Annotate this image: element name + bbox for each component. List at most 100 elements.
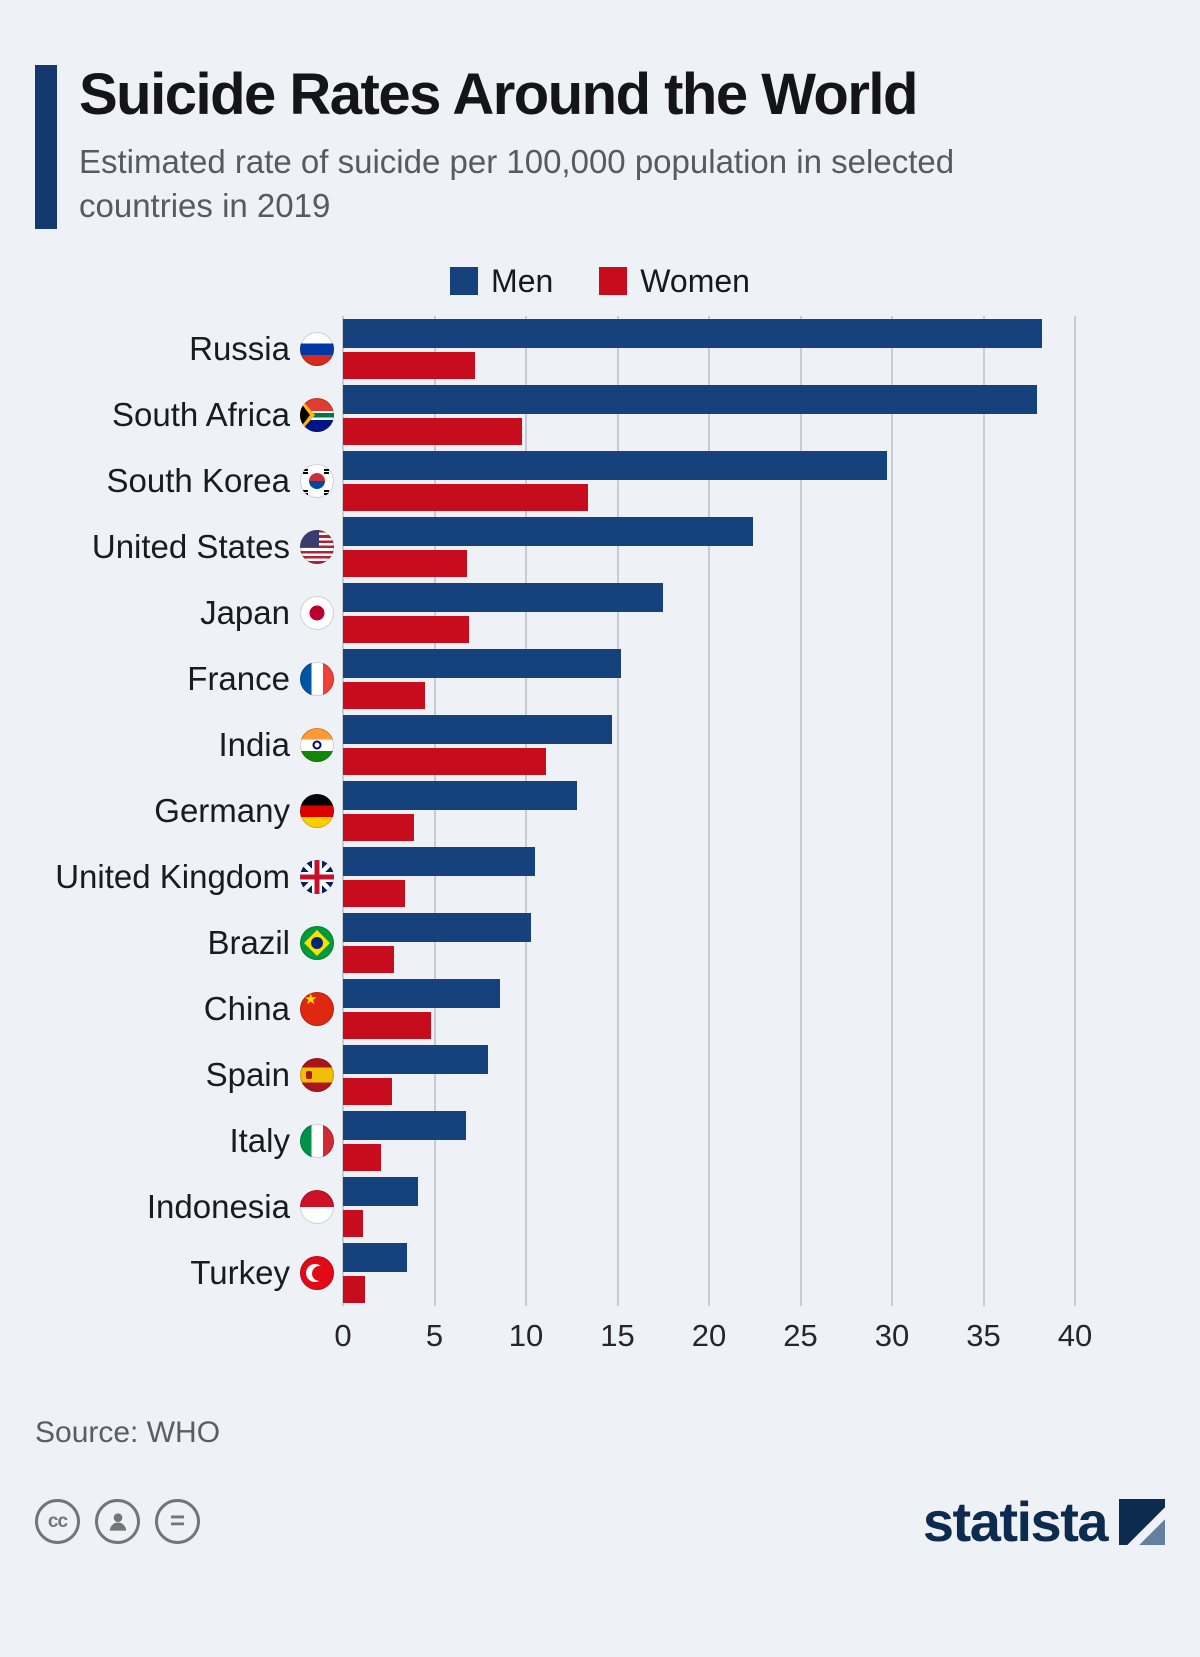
bar-group-south-africa xyxy=(343,384,1075,445)
flag-turkey-icon xyxy=(300,1255,334,1290)
men-bar-brazil xyxy=(343,912,532,942)
x-tick-30: 30 xyxy=(874,1317,910,1353)
country-label-south-korea: South Korea xyxy=(106,461,290,499)
country-label-russia: Russia xyxy=(189,329,290,367)
women-bar-spain xyxy=(343,1077,393,1105)
x-tick-15: 15 xyxy=(600,1317,635,1353)
men-bar-france xyxy=(343,648,622,678)
legend-item-men: Men xyxy=(450,263,553,300)
gridline-15 xyxy=(616,315,619,1306)
bar-group-germany xyxy=(343,780,1075,841)
country-label-cell: Spain xyxy=(35,1056,343,1094)
gridline-25 xyxy=(799,315,802,1306)
country-label-cell: South Africa xyxy=(35,396,343,434)
country-label-spain: Spain xyxy=(205,1055,290,1093)
header: Suicide Rates Around the World Estimated… xyxy=(35,62,1165,229)
country-row-japan: Japan xyxy=(35,580,1165,646)
gridline-20 xyxy=(708,315,710,1306)
bar-group-japan xyxy=(343,582,1075,643)
country-label-united-states: United States xyxy=(91,527,290,565)
women-bar-united-kingdom xyxy=(343,879,406,907)
country-label-china: China xyxy=(203,989,290,1027)
men-bar-united-states xyxy=(343,516,753,546)
country-label-cell: France xyxy=(35,660,343,698)
bar-group-south-korea xyxy=(343,450,1075,511)
legend-label: Men xyxy=(491,262,554,299)
country-label-cell: Brazil xyxy=(35,924,343,962)
women-bar-china xyxy=(343,1011,431,1039)
men-bar-italy xyxy=(343,1110,466,1140)
women-bar-india xyxy=(343,747,547,775)
country-row-russia: Russia xyxy=(35,316,1165,382)
bar-group-spain xyxy=(343,1044,1075,1105)
men-bar-germany xyxy=(343,780,578,810)
country-label-cell: India xyxy=(35,726,343,764)
cc-license-icon: cc xyxy=(35,1499,80,1545)
legend-swatch xyxy=(450,267,479,296)
women-bar-france xyxy=(343,681,426,709)
header-text: Suicide Rates Around the World Estimated… xyxy=(79,62,979,229)
bar-group-china xyxy=(343,978,1075,1039)
statista-logo-icon xyxy=(1119,1498,1165,1545)
flag-indonesia-icon xyxy=(300,1189,334,1224)
gridline-35 xyxy=(982,315,985,1306)
country-row-south-africa: South Africa xyxy=(35,382,1165,448)
bar-group-united-kingdom xyxy=(343,846,1075,907)
x-tick-20: 20 xyxy=(691,1317,727,1353)
x-tick-0: 0 xyxy=(334,1317,352,1353)
x-axis: 0 5 10 15 20 25 30 35 40 xyxy=(334,1306,1092,1360)
country-row-france: France xyxy=(35,646,1165,712)
attribution-person-icon xyxy=(95,1499,140,1545)
x-tick-35: 35 xyxy=(966,1317,1001,1353)
country-label-cell: United States xyxy=(35,528,343,566)
bar-chart: Russia South Africa South Korea United Stat… xyxy=(35,315,1165,1360)
flag-united-states-icon xyxy=(300,529,334,564)
bar-group-turkey xyxy=(343,1242,1075,1303)
bar-group-india xyxy=(343,714,1075,775)
flag-united-kingdom-icon xyxy=(300,859,334,894)
country-row-italy: Italy xyxy=(35,1108,1165,1174)
women-bar-brazil xyxy=(343,945,395,973)
country-label-cell: United Kingdom xyxy=(35,858,343,896)
source-text: Source: WHO xyxy=(35,1415,221,1449)
men-bar-south-africa xyxy=(343,384,1037,414)
country-label-indonesia: Indonesia xyxy=(146,1187,290,1225)
men-bar-india xyxy=(343,714,612,744)
women-bar-south-africa xyxy=(343,417,523,445)
women-bar-russia xyxy=(343,351,475,379)
men-bar-south-korea xyxy=(343,450,887,480)
bar-group-indonesia xyxy=(343,1176,1075,1237)
gridline-0 xyxy=(342,315,344,1306)
country-label-cell: Indonesia xyxy=(35,1188,343,1226)
flag-brazil-icon xyxy=(300,925,334,960)
country-label-united-kingdom: United Kingdom xyxy=(55,857,290,895)
country-label-france: France xyxy=(187,659,290,697)
women-bar-italy xyxy=(343,1143,382,1171)
flag-france-icon xyxy=(300,661,334,696)
women-bar-united-states xyxy=(343,549,468,577)
country-label-cell: Italy xyxy=(35,1122,343,1160)
women-bar-turkey xyxy=(343,1275,365,1303)
men-bar-japan xyxy=(343,582,664,612)
statista-logo: statista xyxy=(923,1493,1165,1550)
women-bar-germany xyxy=(343,813,415,841)
country-label-cell: Japan xyxy=(35,594,343,632)
bar-group-italy xyxy=(343,1110,1075,1171)
country-label-india: India xyxy=(218,725,290,763)
legend-label: Women xyxy=(640,262,750,299)
no-derivatives-icon: = xyxy=(155,1499,200,1545)
chart-rows: Russia South Africa South Korea United Stat… xyxy=(35,316,1165,1306)
legend-item-women: Women xyxy=(599,263,750,300)
country-row-india: India xyxy=(35,712,1165,778)
country-row-united-states: United States xyxy=(35,514,1165,580)
flag-south-africa-icon xyxy=(300,397,334,432)
men-bar-spain xyxy=(343,1044,488,1074)
country-label-south-africa: South Africa xyxy=(112,395,290,433)
men-bar-turkey xyxy=(343,1242,408,1272)
legend-swatch xyxy=(599,267,628,296)
men-bar-united-kingdom xyxy=(343,846,536,876)
page-title: Suicide Rates Around the World xyxy=(79,62,918,127)
country-label-italy: Italy xyxy=(229,1121,290,1159)
chart-legend: Men Women xyxy=(35,263,1165,300)
men-bar-china xyxy=(343,978,501,1008)
